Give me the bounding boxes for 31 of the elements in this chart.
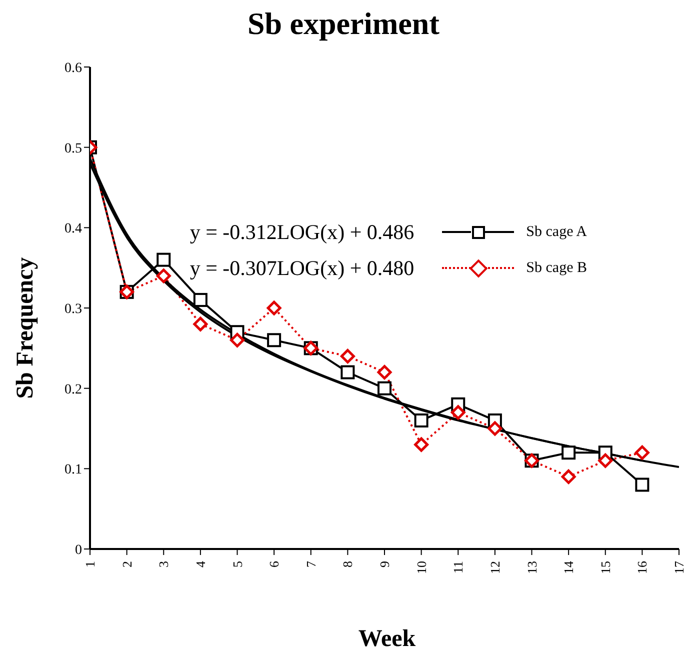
x-tick-label: 6 [266,560,282,568]
x-tick-label: 11 [450,561,466,574]
y-tick-label: 0 [75,542,82,558]
x-tick-label: 5 [230,561,245,568]
x-tick-label: 15 [598,561,613,574]
x-tick-label: 14 [561,560,576,574]
x-tick-label: 3 [156,561,172,568]
x-tick-label: 8 [340,561,356,568]
x-tick-label: 7 [303,560,318,568]
x-tick-label: 2 [119,561,134,568]
legend-label: Sb cage A [526,224,587,240]
x-tick-label: 12 [487,561,502,574]
annotation: y = -0.307LOG(x) + 0.480 [190,256,414,280]
x-tick-label: 13 [524,561,540,574]
y-tick-label: 0.1 [64,462,82,478]
y-tick-label: 0.3 [64,302,82,317]
y-tick-label: 0.5 [64,141,82,156]
annotation: y = -0.312LOG(x) + 0.486 [190,220,414,244]
x-tick-label: 1 [82,561,98,568]
x-tick-label: 4 [192,560,208,568]
y-tick-label: 0.4 [64,222,82,237]
x-tick-label: 16 [634,560,650,574]
x-tick-label: 9 [377,561,392,568]
y-tick-label: 0.2 [64,382,82,398]
y-axis-title: Sb Frequency [12,257,40,399]
x-tick-label: 10 [414,561,429,574]
x-tick-label: 17 [672,560,686,574]
legend-label: Sb cage B [526,260,587,276]
x-axis-title: Week [357,626,417,653]
chart-title: Sb experiment [246,6,440,42]
y-tick-label: 0.6 [64,60,82,76]
